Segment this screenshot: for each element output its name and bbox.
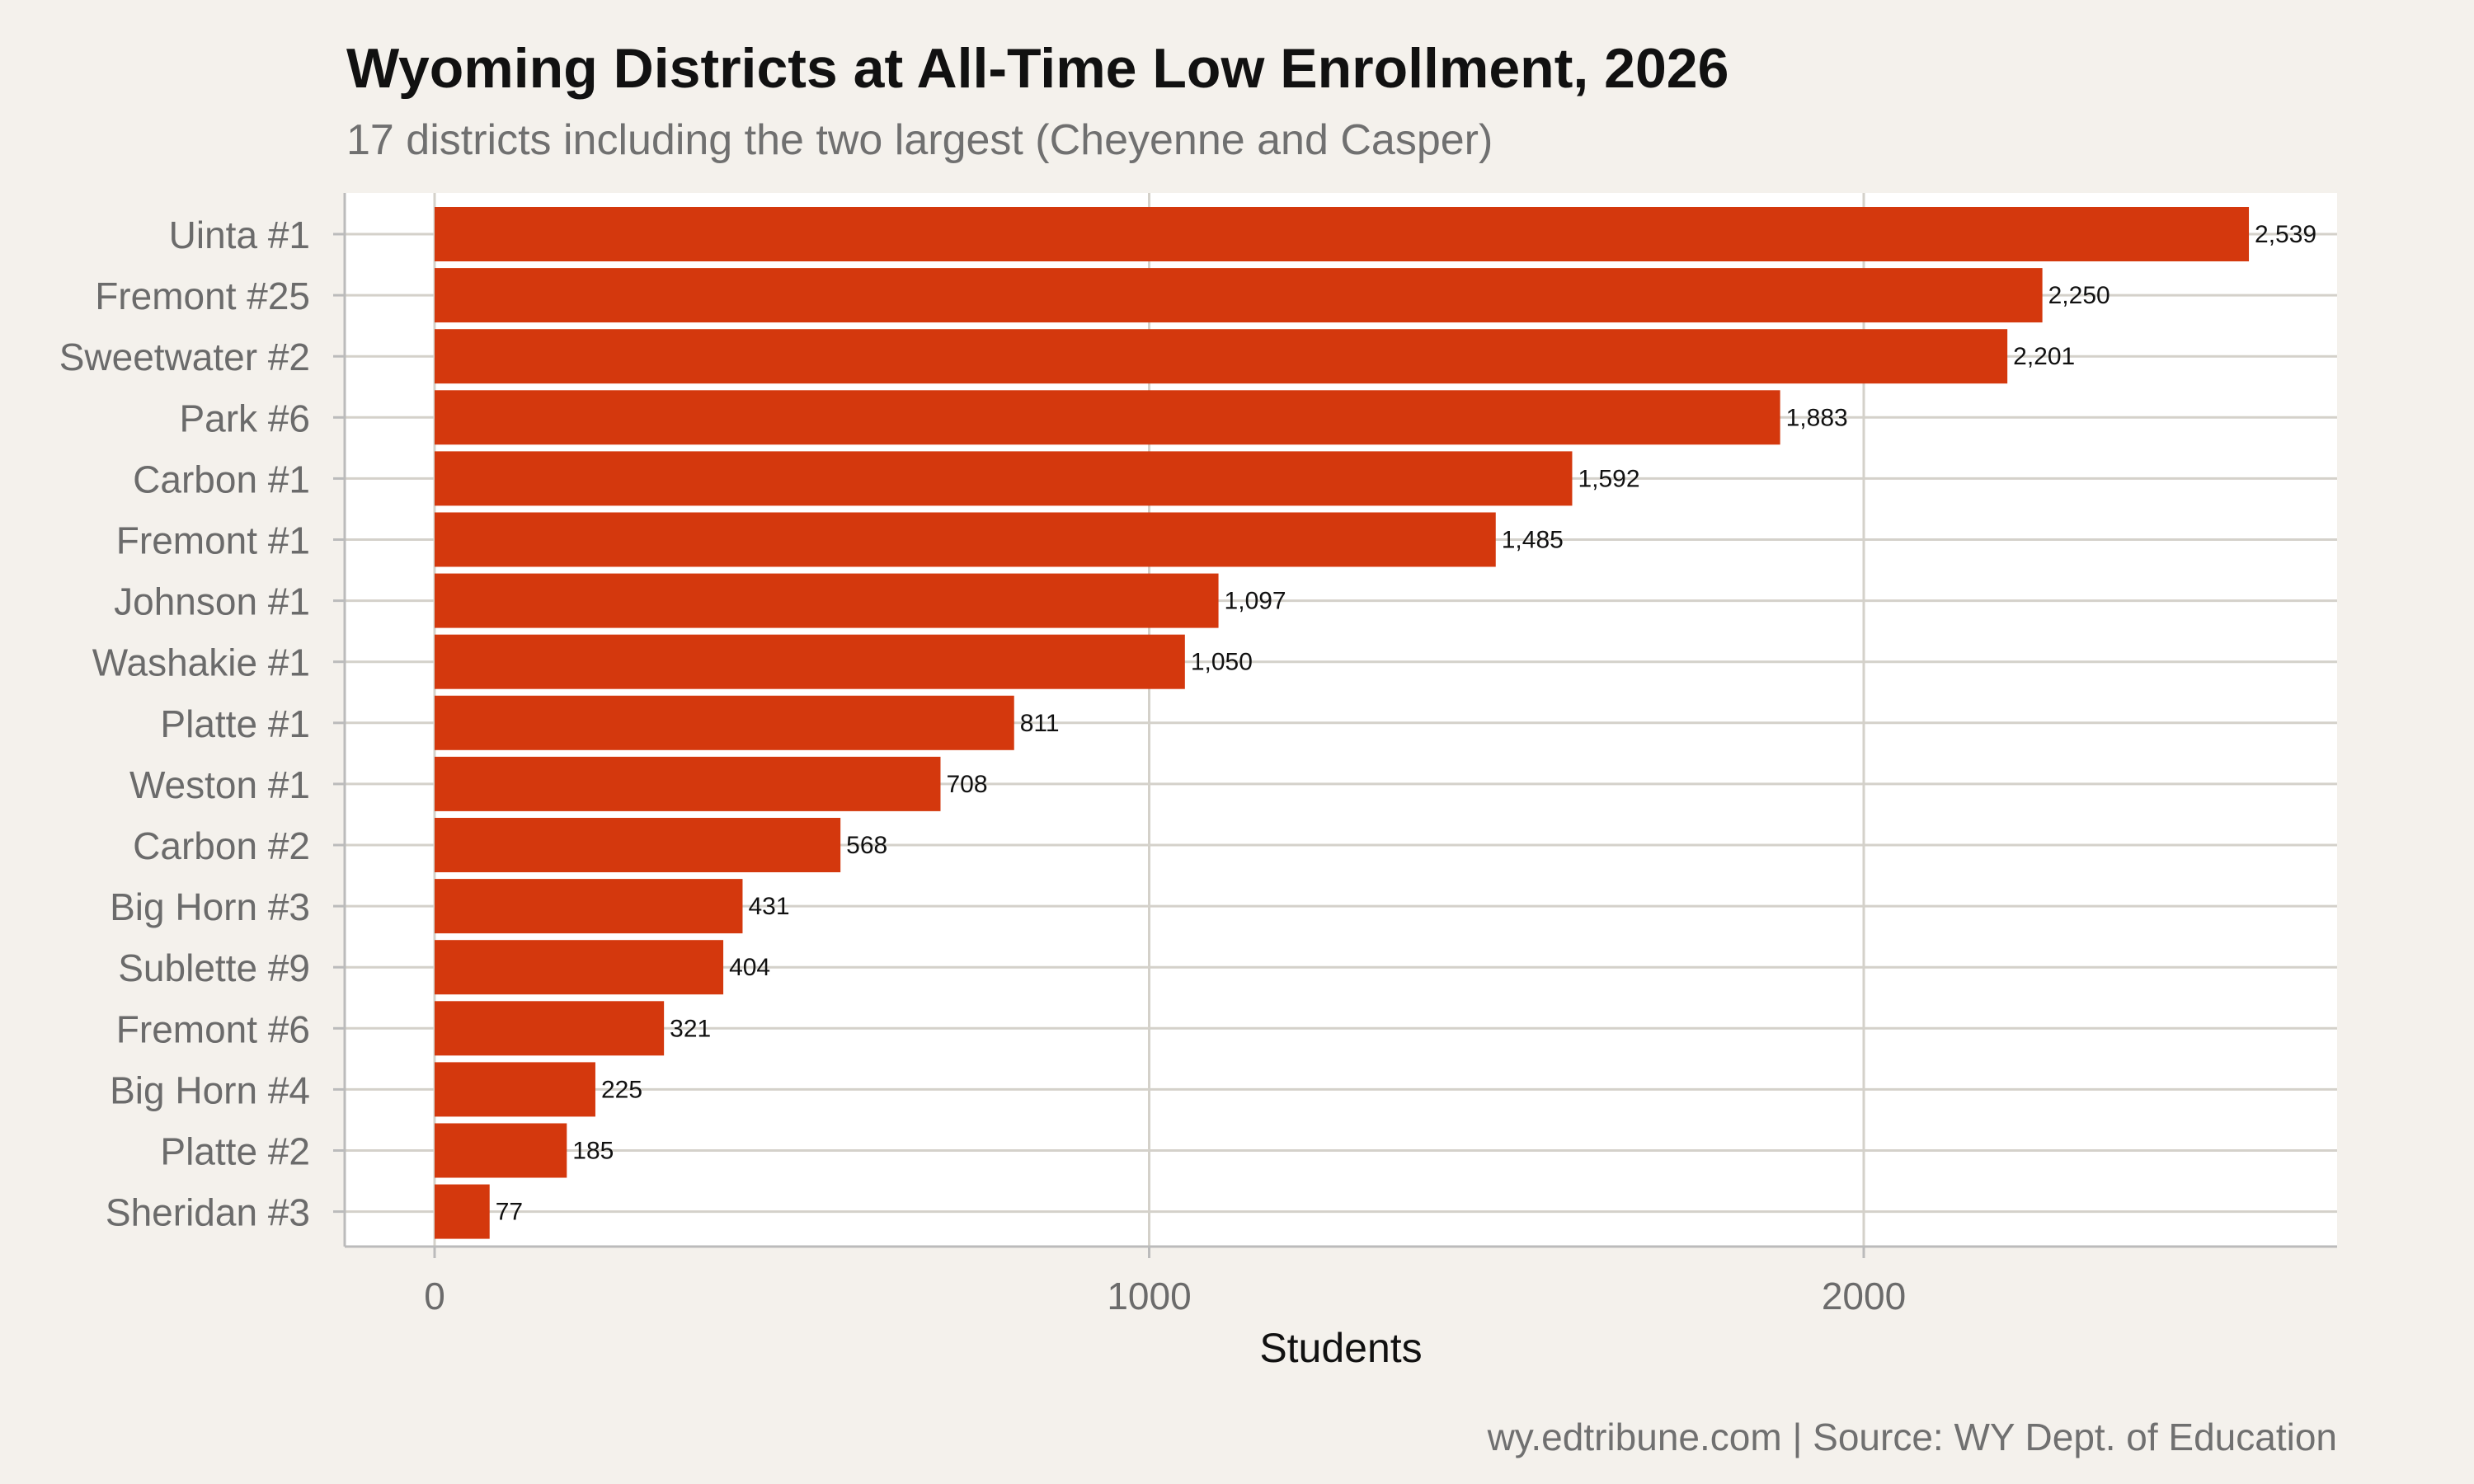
value-label-6: 1,097 — [1225, 588, 1286, 615]
y-tick-label-6: Johnson #1 — [114, 580, 310, 623]
value-label-2: 2,201 — [2013, 343, 2075, 370]
bar-13 — [435, 1001, 665, 1056]
y-tick-label-10: Carbon #2 — [133, 824, 310, 867]
bar-8 — [435, 695, 1014, 750]
value-label-13: 321 — [670, 1015, 711, 1042]
value-label-0: 2,539 — [2255, 221, 2316, 248]
y-tick-label-3: Park #6 — [179, 397, 310, 439]
bar-7 — [435, 634, 1185, 689]
bar-5 — [435, 512, 1496, 567]
value-label-5: 1,485 — [1502, 527, 1564, 554]
value-label-4: 1,592 — [1578, 465, 1639, 492]
bar-16 — [435, 1184, 490, 1239]
chart-subtitle: 17 districts including the two largest (… — [346, 116, 1493, 164]
y-tick-label-1: Fremont #25 — [95, 275, 310, 317]
bar-14 — [435, 1062, 595, 1117]
x-tick-label-2: 2000 — [1822, 1275, 1906, 1317]
value-label-8: 811 — [1020, 710, 1060, 737]
value-label-12: 404 — [729, 954, 770, 981]
bars — [435, 207, 2250, 1239]
y-tick-label-11: Big Horn #3 — [110, 885, 310, 928]
value-label-1: 2,250 — [2048, 282, 2110, 309]
value-label-10: 568 — [846, 832, 887, 859]
y-tick-label-16: Sheridan #3 — [106, 1191, 310, 1234]
y-tick-label-12: Sublette #9 — [118, 946, 310, 989]
value-label-15: 185 — [572, 1138, 614, 1165]
y-tick-label-14: Big Horn #4 — [110, 1068, 310, 1111]
bar-1 — [435, 268, 2043, 323]
y-tick-label-0: Uinta #1 — [169, 214, 310, 256]
y-tick-label-15: Platte #2 — [160, 1130, 310, 1173]
y-tick-label-7: Washakie #1 — [92, 641, 310, 684]
value-label-9: 708 — [946, 771, 987, 798]
bar-9 — [435, 756, 941, 811]
bar-0 — [435, 207, 2250, 261]
bar-4 — [435, 451, 1573, 506]
value-label-16: 77 — [496, 1199, 523, 1226]
x-tick-label-1: 1000 — [1107, 1275, 1191, 1317]
bar-3 — [435, 390, 1780, 445]
chart-caption: wy.edtribune.com | Source: WY Dept. of E… — [1487, 1416, 2337, 1458]
value-labels: 2,539 2,250 2,201 1,883 1,592 1,485 1,097 1,050… — [496, 221, 2316, 1226]
y-axis: Uinta #1 Fremont #25 Sweetwater #2 Park #6 C… — [59, 193, 346, 1247]
y-tick-label-8: Platte #1 — [160, 702, 310, 745]
bar-12 — [435, 940, 724, 995]
x-tick-label-0: 0 — [424, 1275, 445, 1317]
bar-6 — [435, 573, 1219, 628]
x-axis: 0 1000 2000 — [345, 1245, 2337, 1317]
bar-15 — [435, 1123, 567, 1178]
y-tick-label-4: Carbon #1 — [133, 458, 310, 500]
value-label-3: 1,883 — [1786, 404, 1848, 431]
bar-11 — [435, 879, 743, 934]
value-label-14: 225 — [601, 1076, 642, 1103]
value-label-11: 431 — [748, 893, 789, 920]
y-tick-label-5: Fremont #1 — [116, 519, 310, 562]
x-axis-title: Students — [1259, 1325, 1422, 1371]
bar-2 — [435, 329, 2008, 384]
value-label-7: 1,050 — [1191, 649, 1253, 676]
y-tick-label-2: Sweetwater #2 — [59, 336, 310, 378]
y-tick-label-9: Weston #1 — [129, 763, 310, 806]
y-tick-label-13: Fremont #6 — [116, 1007, 310, 1050]
chart-title: Wyoming Districts at All-Time Low Enroll… — [346, 37, 1729, 100]
bar-10 — [435, 818, 841, 872]
